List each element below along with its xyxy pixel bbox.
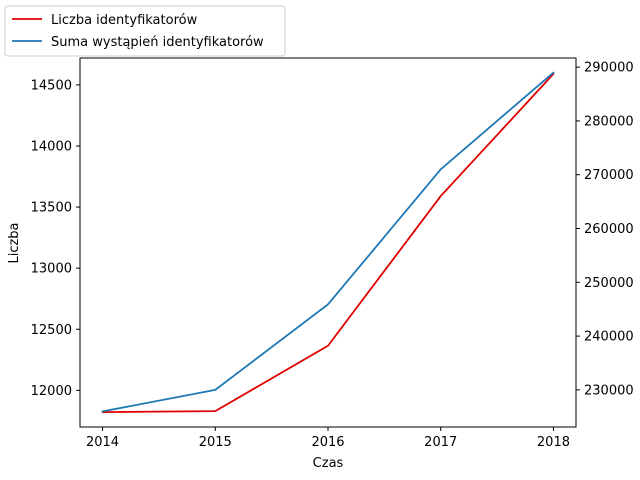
y2-tick-label: 240000	[584, 330, 634, 345]
legend: Liczba identyfikatorów Suma wystąpień id…	[4, 5, 286, 57]
y-tick-label: 12500	[31, 323, 72, 338]
x-tick-label: 2018	[537, 435, 570, 450]
y-tick-label: 12000	[31, 384, 72, 399]
y2-tick-label: 280000	[584, 114, 634, 129]
y-tick-label: 14500	[31, 78, 72, 93]
y2-tick-label: 260000	[584, 222, 634, 237]
x-tick-label: 2017	[424, 435, 457, 450]
series-layer	[101, 71, 555, 413]
legend-label-series-1: Liczba identyfikatorów	[51, 13, 198, 28]
x-tick-label: 2014	[86, 435, 119, 450]
y-tick-label: 14000	[31, 139, 72, 154]
y-axis-left: 12000 12500 13000 13500 14000 14500	[31, 78, 80, 399]
y2-tick-label: 250000	[584, 276, 634, 291]
x-axis: 2014 2015 2016 2017 2018	[86, 427, 570, 450]
x-tick-label: 2016	[311, 435, 344, 450]
y2-tick-label: 270000	[584, 168, 634, 183]
series-line-1	[101, 72, 555, 413]
series-line-2	[101, 71, 555, 413]
x-tick-label: 2015	[199, 435, 232, 450]
plot-area-frame	[79, 57, 577, 428]
y-tick-label: 13500	[31, 201, 72, 216]
y-axis-right: 230000 240000 250000 260000 270000 280000 2900…	[576, 61, 634, 398]
legend-frame	[4, 5, 286, 57]
x-axis-label: Czas	[313, 456, 344, 471]
legend-label-series-2: Suma wystąpień identyfikatorów	[51, 35, 264, 50]
y-axis-label: Liczba	[7, 222, 22, 263]
y2-tick-label: 290000	[584, 61, 634, 76]
y2-tick-label: 230000	[584, 383, 634, 398]
y-tick-label: 13000	[31, 262, 72, 277]
